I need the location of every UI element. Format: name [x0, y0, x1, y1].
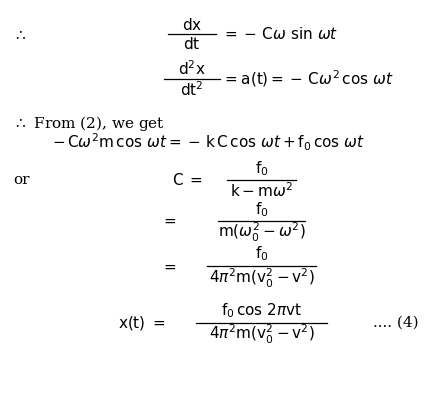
Text: $\mathrm{k}-\mathrm{m}\omega^2$: $\mathrm{k}-\mathrm{m}\omega^2$	[230, 181, 293, 200]
Text: $\therefore$: $\therefore$	[13, 28, 27, 42]
Text: $\mathrm{dt}$: $\mathrm{dt}$	[183, 36, 201, 52]
Text: $4\pi^2\mathrm{m}(\mathrm{v}_0^2-\mathrm{v}^2)$: $4\pi^2\mathrm{m}(\mathrm{v}_0^2-\mathrm…	[209, 267, 314, 290]
Text: .... (4): .... (4)	[373, 316, 419, 330]
Text: $\mathrm{dx}$: $\mathrm{dx}$	[182, 17, 202, 32]
Text: $\mathrm{dt}^2$: $\mathrm{dt}^2$	[180, 80, 204, 99]
Text: $4\pi^2\mathrm{m}(\mathrm{v}_0^2-\mathrm{v}^2)$: $4\pi^2\mathrm{m}(\mathrm{v}_0^2-\mathrm…	[209, 323, 314, 346]
Text: or: or	[13, 173, 30, 187]
Text: $=$: $=$	[161, 214, 177, 228]
Text: $\mathrm{f}_0$: $\mathrm{f}_0$	[255, 159, 269, 178]
Text: $= -\,\mathrm{C}\omega\ \sin\,\omega t$: $= -\,\mathrm{C}\omega\ \sin\,\omega t$	[222, 26, 339, 42]
Text: $\mathrm{f}_0$: $\mathrm{f}_0$	[255, 200, 269, 219]
Text: $\therefore$ From (2), we get: $\therefore$ From (2), we get	[13, 114, 165, 133]
Text: $-\,\mathrm{C}\omega^2\mathrm{m}\,\cos\,\omega t= -\,\mathrm{k}\,\mathrm{C}\,\co: $-\,\mathrm{C}\omega^2\mathrm{m}\,\cos\,…	[52, 132, 365, 153]
Text: $\mathrm{m}(\omega_0^2-\omega^2)$: $\mathrm{m}(\omega_0^2-\omega^2)$	[218, 221, 305, 244]
Text: $\mathrm{x(t)}\;=$: $\mathrm{x(t)}\;=$	[118, 314, 165, 332]
Text: $\mathrm{C}\;=$: $\mathrm{C}\;=$	[172, 172, 203, 188]
Text: $= \mathrm{a(t)} = -\,\mathrm{C}\omega^2\,\cos\,\omega t$: $= \mathrm{a(t)} = -\,\mathrm{C}\omega^2…	[222, 69, 394, 89]
Text: $\mathrm{f}_0\,\cos\,2\pi\mathrm{v}\mathrm{t}$: $\mathrm{f}_0\,\cos\,2\pi\mathrm{v}\math…	[221, 301, 302, 320]
Text: $=$: $=$	[161, 259, 177, 273]
Text: $\mathrm{f}_0$: $\mathrm{f}_0$	[255, 245, 269, 263]
Text: $\mathrm{d}^2\mathrm{x}$: $\mathrm{d}^2\mathrm{x}$	[178, 60, 206, 79]
